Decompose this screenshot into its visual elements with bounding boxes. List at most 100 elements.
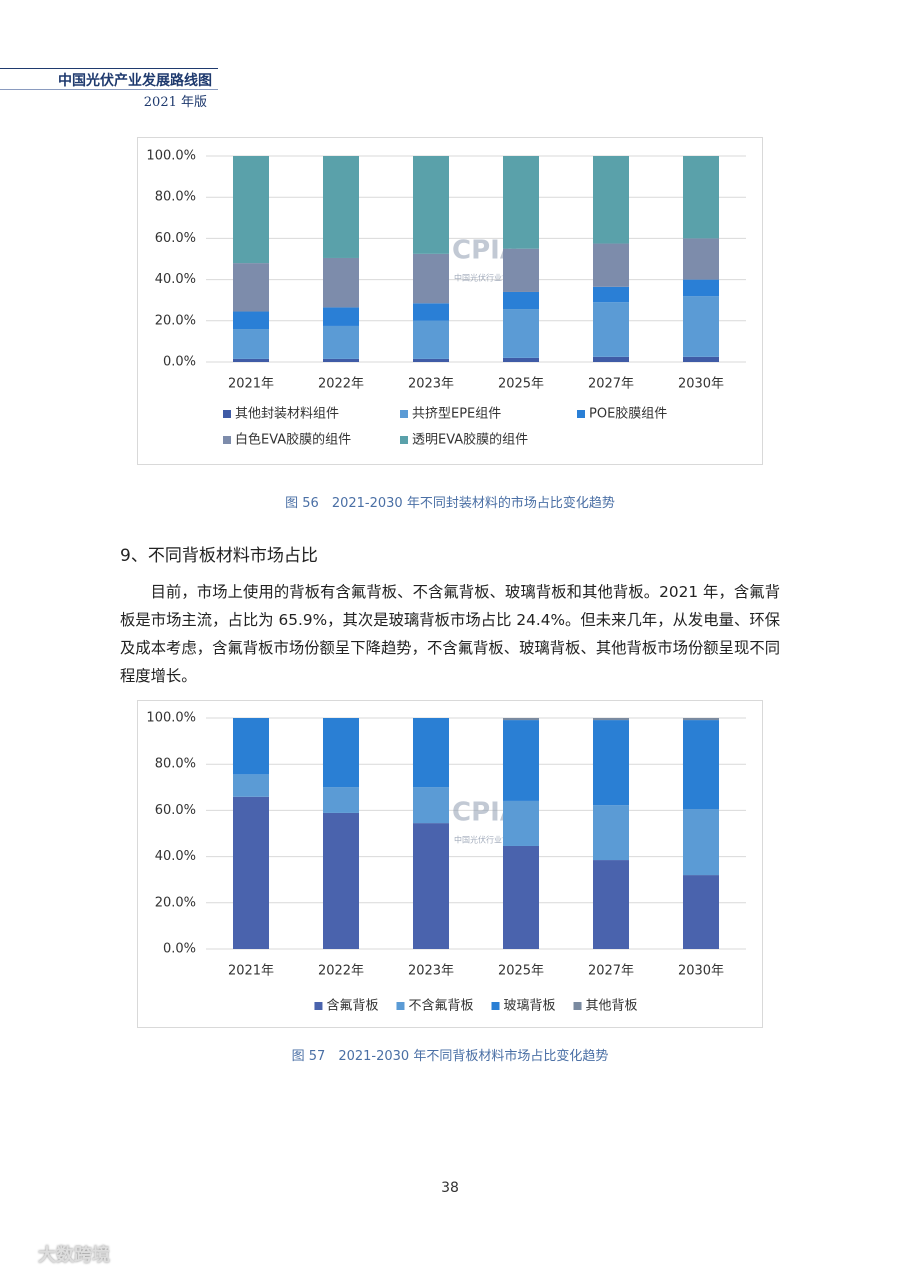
- y-tick-label: 0.0%: [163, 942, 196, 957]
- legend-swatch: [314, 1002, 323, 1010]
- legend-swatch: [223, 436, 231, 444]
- bar-segment: [323, 787, 359, 813]
- chart: 0.0%20.0%40.0%60.0%80.0%100.0%CPIA中国光伏行业…: [137, 137, 763, 465]
- bar-segment: [413, 358, 449, 362]
- bar-segment: [593, 286, 629, 303]
- x-tick-label: 2022年: [318, 377, 364, 392]
- y-tick-label: 100.0%: [146, 149, 196, 164]
- bar-segment: [413, 718, 449, 788]
- y-tick-label: 80.0%: [155, 757, 196, 772]
- bar-segment: [413, 156, 449, 254]
- y-tick-label: 40.0%: [155, 272, 196, 287]
- y-tick-label: 60.0%: [155, 231, 196, 246]
- bar-segment: [683, 809, 719, 876]
- y-tick-label: 20.0%: [155, 313, 196, 328]
- bar-segment: [233, 718, 269, 775]
- legend-label: POE胶膜组件: [589, 406, 667, 422]
- legend-label: 其他背板: [586, 999, 638, 1014]
- bar-segment: [413, 320, 449, 359]
- figure-caption: 图 57 2021-2030 年不同背板材料市场占比变化趋势: [291, 1049, 609, 1064]
- legend-label: 玻璃背板: [504, 999, 556, 1014]
- legend-swatch: [400, 410, 408, 418]
- y-tick-label: 80.0%: [155, 190, 196, 205]
- y-tick-label: 60.0%: [155, 803, 196, 818]
- bar-segment: [593, 356, 629, 362]
- watermark-sub: 中国光伏行业协会: [454, 273, 518, 283]
- legend-label: 共挤型EPE组件: [412, 407, 501, 422]
- bar-segment: [233, 263, 269, 312]
- bar-segment: [323, 718, 359, 788]
- bar-segment: [503, 718, 539, 721]
- bar-segment: [323, 257, 359, 308]
- bar-segment: [683, 296, 719, 357]
- bar-segment: [323, 325, 359, 359]
- legend-label: 白色EVA胶膜的组件: [235, 432, 351, 448]
- paragraph: 目前，市场上使用的背板有含氟背板、不含氟背板、玻璃背板和其他背板。2021 年，…: [120, 583, 780, 685]
- bar-segment: [323, 307, 359, 326]
- legend-swatch: [577, 410, 585, 418]
- legend-swatch: [396, 1002, 405, 1010]
- x-tick-label: 2025年: [498, 377, 544, 392]
- bar-segment: [503, 309, 539, 358]
- bar-segment: [503, 720, 539, 801]
- bar-segment: [413, 823, 449, 949]
- bar-segment: [683, 720, 719, 810]
- x-tick-label: 2023年: [408, 964, 454, 979]
- header-rule: [0, 89, 218, 90]
- bar-segment: [593, 156, 629, 244]
- x-tick-label: 2025年: [498, 964, 544, 979]
- bar-segment: [593, 302, 629, 357]
- bar-segment: [683, 279, 719, 297]
- bar-segment: [503, 291, 539, 310]
- bar-segment: [683, 238, 719, 280]
- legend-label: 不含氟背板: [408, 998, 473, 1014]
- bar-segment: [683, 156, 719, 239]
- bar-segment: [593, 860, 629, 949]
- y-tick-label: 20.0%: [155, 895, 196, 910]
- x-tick-label: 2027年: [588, 377, 634, 392]
- y-tick-label: 40.0%: [155, 849, 196, 864]
- bar-segment: [233, 358, 269, 362]
- bar-segment: [503, 800, 539, 846]
- watermark-sub: 中国光伏行业协会: [454, 835, 518, 845]
- bar-segment: [233, 311, 269, 330]
- x-tick-label: 2021年: [228, 964, 274, 979]
- x-tick-label: 2023年: [408, 377, 454, 392]
- bar-segment: [233, 796, 269, 949]
- figure-caption: 图 56 2021-2030 年不同封装材料的市场占比变化趋势: [285, 496, 615, 511]
- legend-swatch: [400, 436, 408, 444]
- legend-swatch: [223, 410, 231, 418]
- bar-segment: [413, 303, 449, 321]
- x-tick-label: 2021年: [228, 377, 274, 392]
- footer-watermark: 大数跨境: [38, 1245, 110, 1266]
- bar-segment: [593, 243, 629, 287]
- y-tick-label: 0.0%: [163, 355, 196, 370]
- bar-segment: [503, 156, 539, 249]
- legend-label: 透明EVA胶膜的组件: [412, 432, 528, 448]
- header-title: 中国光伏产业发展路线图: [58, 73, 212, 89]
- x-tick-label: 2022年: [318, 964, 364, 979]
- legend-swatch: [491, 1002, 500, 1010]
- bar-segment: [593, 718, 629, 721]
- bar-segment: [233, 329, 269, 359]
- bar-segment: [233, 774, 269, 797]
- bar-segment: [683, 718, 719, 721]
- header-edition: 2021 年版: [143, 95, 207, 110]
- x-tick-label: 2030年: [678, 964, 724, 979]
- x-tick-label: 2027年: [588, 964, 634, 979]
- bar-segment: [323, 812, 359, 949]
- section-heading: 9、不同背板材料市场占比: [120, 546, 318, 566]
- x-tick-label: 2030年: [678, 377, 724, 392]
- bar-segment: [323, 156, 359, 258]
- bar-segment: [683, 356, 719, 362]
- bar-segment: [683, 875, 719, 949]
- bar-segment: [233, 156, 269, 264]
- bar-segment: [503, 845, 539, 949]
- bar-segment: [503, 248, 539, 292]
- bar-segment: [413, 253, 449, 304]
- y-tick-label: 100.0%: [146, 711, 196, 726]
- legend-label: 含氟背板: [326, 998, 378, 1014]
- bar-segment: [323, 358, 359, 362]
- legend-label: 其他封装材料组件: [235, 407, 339, 422]
